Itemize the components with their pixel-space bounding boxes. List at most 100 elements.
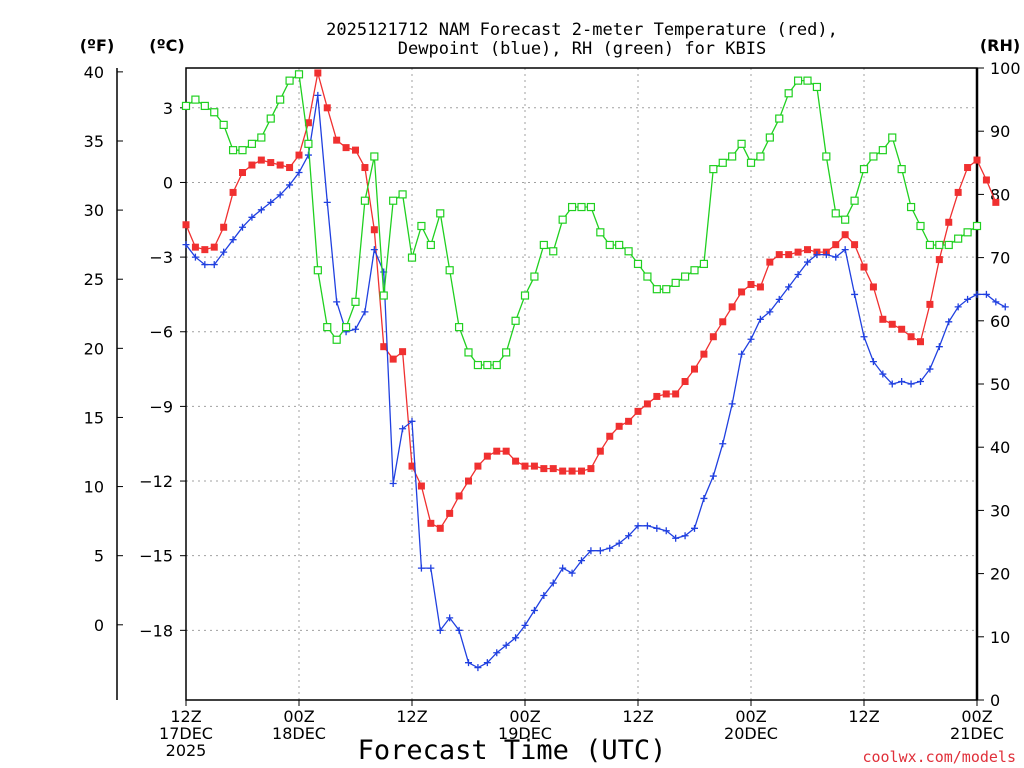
temperature-point [935, 256, 943, 264]
dewpoint-point [276, 191, 284, 199]
dewpoint-point [587, 547, 595, 555]
rh-point [549, 247, 558, 256]
rh-point [709, 165, 718, 174]
temperature-point [578, 467, 585, 475]
dewpoint-point [257, 206, 265, 214]
temperature-point [700, 350, 708, 358]
celsius-tick-label: −6 [149, 323, 173, 342]
temperature-point [380, 343, 388, 351]
rh-point [662, 285, 671, 294]
rh-point [756, 152, 765, 161]
temperature-point [634, 407, 642, 415]
temperature-point [201, 246, 209, 254]
dewpoint-point [352, 325, 359, 333]
x-tick-label: 00Z [283, 707, 314, 726]
temperature-point [907, 333, 915, 341]
dewpoint-point [841, 246, 849, 254]
dewpoint-point [672, 534, 680, 542]
temperature-point [596, 447, 604, 455]
dewpoint-point [540, 591, 548, 599]
temperature-point [568, 467, 576, 475]
rh-line [185, 73, 978, 366]
temperature-point [239, 169, 246, 177]
fahrenheit-tick-label: 30 [84, 201, 104, 220]
dewpoint-point [907, 380, 915, 388]
temperature-point [276, 161, 284, 169]
rh-point [539, 240, 548, 250]
dewpoint-series [182, 91, 1009, 672]
fahrenheit-tick-label: 10 [84, 478, 104, 497]
temperature-point [662, 390, 670, 398]
dewpoint-point [333, 298, 341, 306]
temperature-point [615, 422, 623, 430]
temperature-point [625, 417, 633, 425]
rh-point [181, 101, 191, 111]
rh-point [577, 202, 586, 212]
rh-point [652, 285, 661, 294]
rh-point [737, 139, 746, 148]
rh-point [454, 323, 464, 332]
temperature-point [540, 465, 548, 473]
dewpoint-point [973, 290, 981, 298]
rh-point [680, 272, 690, 281]
rh-point [859, 165, 869, 174]
temperature-point [653, 392, 661, 400]
dewpoint-point [1001, 303, 1009, 311]
dewpoint-point [691, 524, 698, 532]
dewpoint-point [239, 223, 246, 231]
rh-point [925, 240, 935, 250]
temperature-point [323, 104, 331, 112]
dewpoint-point [220, 248, 228, 256]
dewpoint-point [493, 649, 501, 657]
temperature-point [408, 462, 416, 470]
temperature-point [794, 248, 802, 256]
rh-point [567, 202, 577, 212]
dewpoint-point [417, 564, 425, 572]
dewpoint-point [182, 241, 190, 249]
rh-point [238, 146, 247, 155]
dewpoint-point [399, 425, 407, 433]
rh-tick-label: 0 [990, 691, 1000, 710]
rh-series [181, 70, 982, 370]
celsius-tick-label: −15 [139, 547, 173, 566]
dewpoint-point [549, 579, 557, 587]
dewpoint-point [530, 606, 538, 614]
dewpoint-point [851, 290, 859, 298]
rh-point [492, 360, 501, 370]
rh-point [266, 114, 275, 123]
dewpoint-point [446, 614, 454, 622]
fahrenheit-tick-label: 15 [84, 408, 104, 427]
temperature-point [304, 119, 312, 127]
rh-point [464, 348, 473, 357]
dewpoint-point [578, 557, 585, 565]
temperature-point [719, 318, 727, 326]
dewpoint-point [596, 547, 604, 555]
temperature-point [559, 467, 567, 475]
rh-point [332, 335, 341, 344]
temperature-point [766, 258, 774, 266]
temperature-point [530, 462, 538, 470]
rh-point [436, 209, 445, 218]
rh-point [276, 95, 285, 104]
dewpoint-point [926, 365, 934, 373]
dewpoint-point [465, 659, 472, 667]
rh-point [379, 291, 388, 300]
unit-label-celsius: (ºC) [149, 36, 184, 55]
rh-tick-label: 30 [990, 501, 1010, 520]
rh-point [916, 221, 925, 231]
temperature-point [672, 390, 680, 398]
rh-tick-label: 10 [990, 628, 1010, 647]
rh-point [398, 190, 407, 199]
temperature-point [352, 146, 359, 154]
dewpoint-point [314, 91, 322, 99]
rh-point [671, 278, 680, 287]
celsius-tick-label: 3 [163, 99, 173, 118]
temperature-point [917, 338, 924, 346]
rh-point [200, 101, 209, 111]
dewpoint-point [756, 315, 764, 323]
rh-point [473, 360, 483, 370]
rh-tick-label: 60 [990, 312, 1010, 331]
temperature-point [483, 452, 491, 460]
celsius-tick-label: −12 [139, 472, 173, 491]
temperature-point [399, 348, 407, 356]
